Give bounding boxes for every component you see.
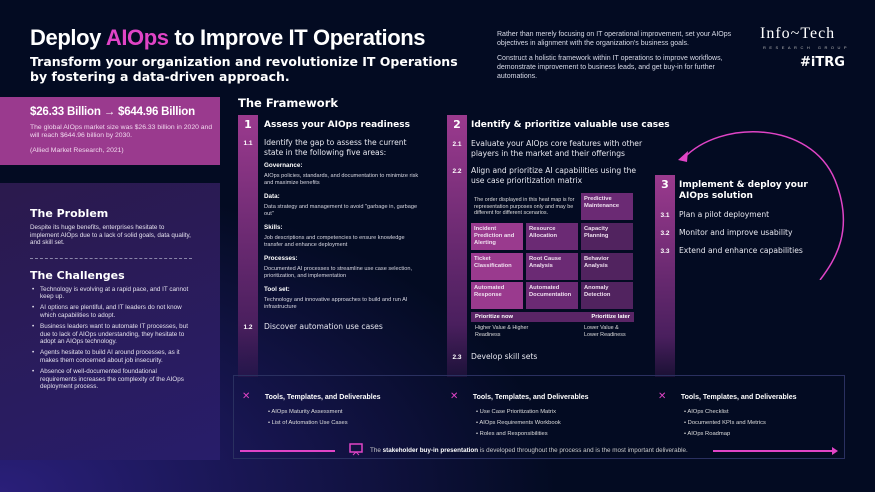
deliverable-item: AIOps Roadmap: [684, 429, 797, 440]
market-stat-box: $26.33 Billion → $644.96 Billion The glo…: [0, 97, 220, 165]
tools-title: Tools, Templates, and Deliverables: [472, 394, 589, 401]
step3-item: Plan a pilot deployment: [679, 210, 770, 219]
matrix-note: The order displayed in this heat map is …: [474, 197, 575, 216]
matrix-cell: Incident Prediction and Alerting: [471, 223, 523, 250]
deliverable-item: Roles and Responsibilities: [476, 429, 589, 440]
substep-number: 3.3: [660, 248, 670, 255]
substep-number: 2.3: [452, 354, 462, 361]
framework-title: The Framework: [238, 96, 339, 110]
list-item: Technology is evolving at a rapid pace, …: [30, 286, 192, 301]
tools-column-3: ✕ Tools, Templates, and Deliverables AIO…: [658, 386, 797, 440]
tools-title: Tools, Templates, and Deliverables: [264, 394, 381, 401]
area-label: Processes:: [264, 255, 298, 262]
divider: [30, 257, 192, 259]
step1-2-text: Discover automation use cases: [264, 322, 383, 331]
area-label: Tool set:: [264, 286, 290, 293]
footer-line-right: [713, 450, 833, 452]
matrix-cell: Resource Allocation: [526, 223, 578, 250]
matrix-cell: Automated Response: [471, 282, 523, 309]
tools-icon: ✕: [658, 391, 667, 402]
cycle-arrow-icon: [678, 131, 845, 280]
step2-2-text: Align and prioritize AI capabilities usi…: [471, 166, 637, 185]
tools-panel: [233, 375, 845, 459]
page-title: Deploy AIOps to Improve IT Operations: [30, 25, 426, 50]
substep-number: 1.1: [243, 140, 253, 147]
tools-icon: ✕: [242, 391, 251, 402]
problem-text: Despite its huge benefits, enterprises h…: [30, 224, 191, 247]
step2-title: Identify & prioritize valuable use cases: [471, 120, 670, 130]
matrix-cell: Ticket Classification: [471, 253, 523, 280]
step1-1-text: Identify the gap to assess the current s…: [264, 138, 407, 157]
step1-bar: [238, 115, 258, 377]
step2-1-text: Evaluate your AIOps core features with o…: [471, 139, 643, 158]
matrix-cell: Capacity Planning: [581, 223, 633, 250]
logo: Info~Tech: [760, 25, 836, 42]
area-label: Governance:: [264, 162, 303, 169]
step3-number: 3: [661, 178, 669, 191]
area-desc: Job descriptions and competencies to ens…: [264, 235, 405, 248]
step3-title: Implement & deploy your AIOps solution: [679, 180, 808, 201]
priority-bar: Prioritize now Prioritize later: [471, 312, 634, 322]
area-label: Data:: [264, 193, 280, 200]
problem-panel: The Problem Despite its huge benefits, e…: [0, 183, 220, 460]
tools-column-2: ✕ Tools, Templates, and Deliverables Use…: [450, 386, 589, 440]
stat-headline: $26.33 Billion → $644.96 Billion: [30, 106, 195, 118]
area-desc: Technology and innovative approaches to …: [264, 297, 408, 310]
matrix-cell: Behavior Analysis: [581, 253, 633, 280]
step2-bar: [447, 115, 467, 377]
tools-icon: ✕: [450, 391, 459, 402]
page-subtitle: Transform your organization and revoluti…: [30, 54, 458, 84]
footer-line-left: [240, 450, 335, 452]
stat-source: (Allied Market Research, 2021): [30, 147, 124, 154]
prioritize-now-label: Prioritize now: [475, 314, 514, 320]
hashtag-logo: #iTRG: [800, 55, 845, 70]
prioritize-later-label: Prioritize later: [591, 314, 630, 320]
challenges-title: The Challenges: [30, 268, 125, 282]
step3-item: Extend and enhance capabilities: [679, 246, 803, 255]
substep-number: 2.1: [452, 141, 462, 148]
later-note: Lower Value & Lower Readiness: [584, 325, 626, 338]
step2-number: 2: [453, 118, 461, 131]
presentation-icon: [349, 443, 363, 456]
intro-text: Rather than merely focusing on IT operat…: [497, 31, 732, 80]
step3-item: Monitor and improve usability: [679, 228, 793, 237]
logo-sub: RESEARCH GROUP: [763, 45, 851, 50]
problem-title: The Problem: [30, 207, 109, 220]
arrow-right-icon: [832, 447, 838, 455]
area-desc: AIOps policies, standards, and documenta…: [264, 173, 419, 186]
tools-column-1: ✕ Tools, Templates, and Deliverables AIO…: [242, 386, 381, 429]
substep-number: 2.2: [452, 168, 462, 175]
area-desc: Documented AI processes to streamline us…: [264, 266, 412, 279]
substep-number: 1.2: [243, 324, 253, 331]
now-note: Higher Value & Higher Readiness: [475, 325, 529, 338]
footer-text: The stakeholder buy-in presentation is d…: [370, 447, 688, 454]
matrix-cell: Predictive Maintenance: [581, 193, 633, 220]
deliverable-item: List of Automation Use Cases: [268, 418, 381, 429]
step1-title: Assess your AIOps readiness: [264, 120, 410, 130]
list-item: Agents hesitate to build AI around proce…: [30, 349, 192, 364]
list-item: Absence of well-documented foundational …: [30, 368, 192, 391]
matrix-cell: Root Cause Analysis: [526, 253, 578, 280]
matrix-cell: Automated Documentation: [526, 282, 578, 309]
step3-bar: [655, 175, 675, 377]
substep-number: 3.1: [660, 212, 670, 219]
deliverable-item: Use Case Prioritization Matrix: [476, 407, 589, 418]
area-desc: Data strategy and management to avoid "g…: [264, 204, 418, 217]
step1-number: 1: [244, 118, 252, 131]
matrix-cell: Anomaly Detection: [581, 282, 633, 309]
challenges-list: Technology is evolving at a rapid pace, …: [30, 286, 192, 391]
area-label: Skills:: [264, 224, 283, 231]
deliverable-item: AIOps Checklist: [684, 407, 797, 418]
deliverable-item: Documented KPIs and Metrics: [684, 418, 797, 429]
list-item: AI options are plentiful, and IT leaders…: [30, 304, 192, 319]
step2-3-text: Develop skill sets: [471, 352, 538, 361]
list-item: Business leaders want to automate IT pro…: [30, 323, 192, 346]
substep-number: 3.2: [660, 230, 670, 237]
readiness-areas: Governance: AIOps policies, standards, a…: [264, 162, 424, 317]
stat-text: The global AIOps market size was $26.33 …: [30, 124, 213, 139]
tools-title: Tools, Templates, and Deliverables: [680, 394, 797, 401]
deliverable-item: AIOps Maturity Assessment: [268, 407, 381, 418]
deliverable-item: AIOps Requirements Workbook: [476, 418, 589, 429]
